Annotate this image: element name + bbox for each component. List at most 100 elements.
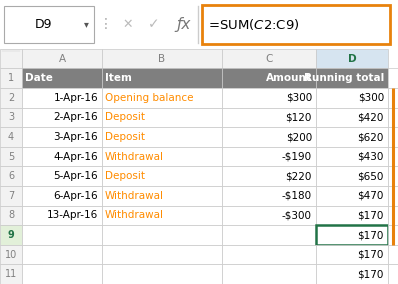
Text: D: D <box>348 54 356 64</box>
Bar <box>22 68 102 88</box>
Bar <box>388 264 398 284</box>
Bar <box>22 186 102 206</box>
Bar <box>388 147 398 166</box>
Bar <box>4 6 94 43</box>
Bar <box>388 88 398 108</box>
Text: 4: 4 <box>8 132 14 142</box>
Text: 7: 7 <box>8 191 14 201</box>
Text: $120: $120 <box>286 112 312 122</box>
Bar <box>0 245 22 264</box>
Text: 4-Apr-16: 4-Apr-16 <box>53 152 98 162</box>
Bar <box>316 245 388 264</box>
Text: $170: $170 <box>358 250 384 260</box>
Text: $200: $200 <box>286 132 312 142</box>
Text: ⋮: ⋮ <box>99 17 113 32</box>
Bar <box>316 166 388 186</box>
Text: -$180: -$180 <box>282 191 312 201</box>
Text: ƒx: ƒx <box>177 17 191 32</box>
Text: 3: 3 <box>8 112 14 122</box>
Bar <box>222 108 316 127</box>
Text: 6-Apr-16: 6-Apr-16 <box>53 191 98 201</box>
Bar <box>0 147 22 166</box>
Text: 5-Apr-16: 5-Apr-16 <box>53 171 98 181</box>
Text: Date: Date <box>25 73 53 83</box>
Bar <box>22 264 102 284</box>
Bar <box>388 245 398 264</box>
Bar <box>0 108 22 127</box>
Text: D9: D9 <box>35 18 53 31</box>
Text: 2-Apr-16: 2-Apr-16 <box>53 112 98 122</box>
Bar <box>316 147 388 166</box>
Text: ▾: ▾ <box>84 19 88 30</box>
Text: Deposit: Deposit <box>105 171 145 181</box>
Bar <box>0 225 22 245</box>
Text: $620: $620 <box>358 132 384 142</box>
Bar <box>388 166 398 186</box>
Text: -$190: -$190 <box>282 152 312 162</box>
Bar <box>102 88 222 108</box>
Bar <box>0 68 22 88</box>
Bar <box>222 206 316 225</box>
Text: $220: $220 <box>286 171 312 181</box>
Bar <box>102 68 222 88</box>
Text: Deposit: Deposit <box>105 132 145 142</box>
Bar <box>102 166 222 186</box>
Text: 8: 8 <box>8 210 14 220</box>
Bar <box>0 49 22 68</box>
Bar <box>388 225 398 245</box>
Text: 10: 10 <box>5 250 17 260</box>
Text: Opening balance: Opening balance <box>105 93 193 103</box>
Bar <box>222 147 316 166</box>
Text: -$300: -$300 <box>282 210 312 220</box>
Bar <box>316 225 388 245</box>
Text: C: C <box>265 54 273 64</box>
Text: Withdrawal: Withdrawal <box>105 152 164 162</box>
Bar <box>388 206 398 225</box>
Text: Withdrawal: Withdrawal <box>105 191 164 201</box>
Bar <box>22 49 102 68</box>
Bar <box>316 108 388 127</box>
Bar <box>22 127 102 147</box>
Bar <box>22 108 102 127</box>
Text: =SUM($C$2:C9): =SUM($C$2:C9) <box>208 17 300 32</box>
Text: 6: 6 <box>8 171 14 181</box>
Bar <box>102 245 222 264</box>
Text: $170: $170 <box>358 230 384 240</box>
Text: Item: Item <box>105 73 132 83</box>
Text: Running total: Running total <box>304 73 384 83</box>
Text: 2: 2 <box>8 93 14 103</box>
Text: 11: 11 <box>5 269 17 279</box>
Text: 13-Apr-16: 13-Apr-16 <box>47 210 98 220</box>
Text: 3-Apr-16: 3-Apr-16 <box>53 132 98 142</box>
Bar <box>222 264 316 284</box>
Bar <box>102 127 222 147</box>
Bar <box>102 49 222 68</box>
Bar <box>316 127 388 147</box>
Bar <box>222 166 316 186</box>
Bar <box>22 166 102 186</box>
Bar <box>222 127 316 147</box>
Bar <box>202 5 390 44</box>
Bar <box>22 206 102 225</box>
Bar <box>0 127 22 147</box>
Bar <box>0 264 22 284</box>
Text: $650: $650 <box>358 171 384 181</box>
Bar <box>0 186 22 206</box>
Bar <box>22 225 102 245</box>
Text: Withdrawal: Withdrawal <box>105 210 164 220</box>
Bar <box>22 88 102 108</box>
Bar <box>222 88 316 108</box>
Bar <box>316 49 388 68</box>
Bar <box>22 245 102 264</box>
Text: 9: 9 <box>8 230 14 240</box>
Bar <box>22 147 102 166</box>
Text: $170: $170 <box>358 269 384 279</box>
Text: $300: $300 <box>286 93 312 103</box>
Text: $470: $470 <box>358 191 384 201</box>
Bar <box>102 108 222 127</box>
Bar <box>222 68 316 88</box>
Text: 1: 1 <box>8 73 14 83</box>
Bar <box>388 127 398 147</box>
Text: 1-Apr-16: 1-Apr-16 <box>53 93 98 103</box>
Bar <box>222 245 316 264</box>
